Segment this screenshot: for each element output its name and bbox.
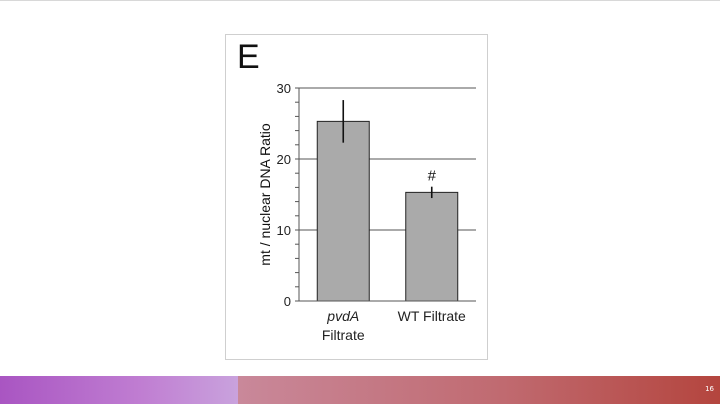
significance-marker: # [428,168,437,185]
top-rule [0,0,720,1]
y-axis-label: mt / nuclear DNA Ratio [257,123,273,266]
x-category-label: Filtrate [322,327,365,343]
x-category-label: pvdA [326,308,359,324]
bar [405,191,459,302]
y-tick-label: 20 [277,152,291,167]
footer-bar-left [0,376,238,404]
y-tick-label: 0 [284,294,291,309]
bars-layer [316,100,459,302]
bar-chart: 0 10 20 30 pvdA Filtrate # WT Filtrate mt / nucl… [257,81,476,343]
footer-bar-right [238,376,720,404]
y-tick-label: 30 [277,81,291,96]
y-tick-label: 10 [277,223,291,238]
bar [316,120,370,302]
footer-bar: 16 [0,376,720,404]
axis-layer [295,87,476,302]
x-category-label: WT Filtrate [398,308,466,324]
figure-panel: E 0 10 20 30 pvdA Filtrate # WT Filtrate mt / nu… [225,34,488,360]
panel-label: E [237,38,260,76]
labels-layer: 0 10 20 30 pvdA Filtrate # WT Filtrate mt / nucl… [257,81,466,343]
slide-number: 16 [705,385,714,393]
